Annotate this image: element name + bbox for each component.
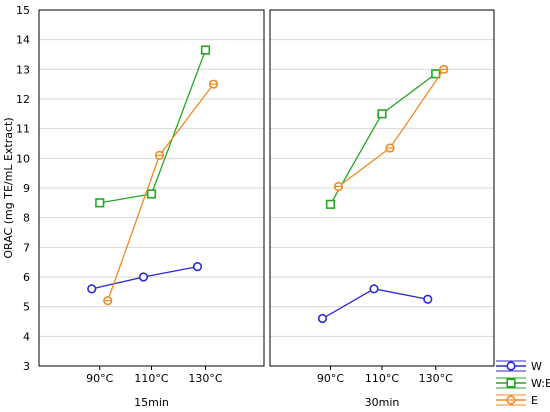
x-tick-label: 90°C <box>317 372 344 385</box>
y-tick-label: 7 <box>23 241 30 254</box>
y-tick-label: 9 <box>23 182 30 195</box>
marker-p1-s2-c2 <box>146 189 157 199</box>
y-tick-label: 14 <box>16 34 30 47</box>
y-tick-label: 12 <box>16 93 30 106</box>
marker-p2-s2-c3 <box>431 69 441 79</box>
legend: W W:E E <box>496 360 550 407</box>
marker-p1-s1-c2 <box>138 272 149 282</box>
y-tick-label: 3 <box>23 360 30 373</box>
y-tick-label: 11 <box>16 123 30 136</box>
marker-p1-s2-c1 <box>95 198 105 208</box>
marker-p10-s2-c1 <box>506 378 516 388</box>
y-tick-label: 4 <box>23 330 30 343</box>
y-tick-label: 13 <box>16 63 30 76</box>
x-tick-label: 90°C <box>86 372 113 385</box>
marker-p2-s2-c1 <box>325 199 336 209</box>
marker-p1-s2-c3 <box>200 45 211 55</box>
series-line-we <box>99 49 207 204</box>
marker-p1-s1-c3 <box>192 262 203 272</box>
x-tick-label: 110°C <box>134 372 168 385</box>
legend-label: W:E <box>531 377 550 390</box>
x-tick-label: 130°C <box>188 372 222 385</box>
panel-1: 90°C 110°C 130°C 15min <box>38 9 265 409</box>
series-line-we <box>329 73 437 205</box>
y-tick-label: 8 <box>23 212 30 225</box>
y-tick-label: 6 <box>23 271 30 284</box>
y-tick-label: 15 <box>16 4 30 17</box>
marker-p2-s1-c3 <box>423 294 433 304</box>
series-line-e <box>338 68 445 188</box>
panel-label: 15min <box>134 396 169 409</box>
legend-label: E <box>531 394 538 407</box>
marker-p1-s1-c1 <box>87 284 97 294</box>
y-tick-label: 5 <box>23 301 30 314</box>
panel-2: 90°C 110°C 130°C 30min <box>269 9 495 409</box>
x-tick-label: 130°C <box>419 372 453 385</box>
marker-p10-s1-c1 <box>506 361 516 371</box>
legend-label: W <box>531 360 542 373</box>
marker-p2-s1-c1 <box>317 313 328 324</box>
x-tick-label: 110°C <box>365 372 399 385</box>
marker-p2-s1-c2 <box>369 284 379 294</box>
panel-label: 30min <box>365 396 400 409</box>
y-tick-label: 10 <box>16 152 30 165</box>
marker-p2-s2-c2 <box>377 109 387 119</box>
y-axis-label: ORAC (mg TE/mL Extract) <box>2 117 15 258</box>
